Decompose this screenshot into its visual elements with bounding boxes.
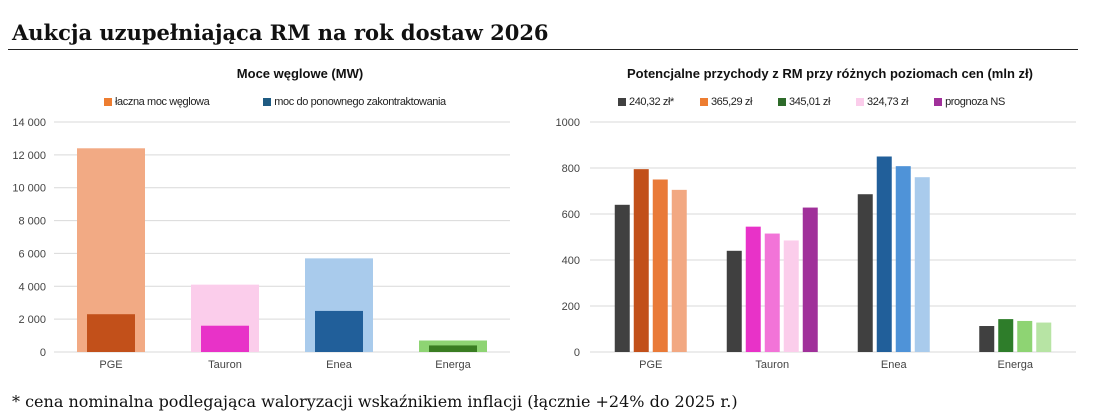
bar-Enea-2 [895, 166, 911, 352]
bar-PGE-3 [671, 189, 687, 352]
page-title: Aukcja uzupełniająca RM na rok dostaw 20… [12, 20, 549, 45]
y-tick-label: 0 [574, 347, 580, 359]
title-divider [8, 49, 1078, 50]
footnote: * cena nominalna podlegająca waloryzacji… [12, 392, 738, 411]
x-tick-label: PGE [99, 359, 122, 371]
legend-swatch [934, 98, 943, 107]
bar-Tauron-1 [745, 226, 761, 352]
chart1-legend: łaczna moc węglowa moc do ponownego zako… [104, 96, 446, 108]
chart2-legend: 240,32 zł* 365,29 zł 345,01 zł 324,73 zł pro… [618, 96, 1005, 108]
y-tick-label: 2 000 [18, 314, 46, 326]
y-tick-label: 800 [562, 163, 580, 175]
legend-label: moc do ponownego zakontraktowania [274, 96, 446, 108]
bar-Energa-3 [1036, 322, 1052, 352]
x-tick-label: Energa [998, 359, 1034, 371]
bar-recontract-Energa [429, 345, 477, 352]
legend-label: 324,73 zł [867, 96, 909, 108]
y-tick-label: 400 [562, 255, 580, 267]
y-tick-label: 6 000 [18, 248, 46, 260]
bar-Tauron-4 [802, 207, 818, 352]
bar-PGE-2 [652, 179, 668, 352]
legend-swatch [618, 98, 626, 107]
y-tick-label: 200 [562, 301, 580, 313]
y-tick-label: 10 000 [12, 183, 46, 195]
y-tick-label: 1000 [556, 117, 580, 129]
bar-Tauron-3 [783, 240, 799, 352]
chart1-title: Moce węglowe (MW) [236, 66, 364, 81]
legend-label: 240,32 zł* [629, 96, 674, 108]
legend-item: 345,01 zł [777, 96, 831, 108]
x-tick-label: Enea [326, 359, 353, 371]
bar-Enea-0 [857, 194, 873, 352]
legend-swatch [777, 98, 786, 107]
legend-item: łaczna moc węglowa [104, 96, 210, 108]
y-tick-label: 14 000 [12, 117, 46, 129]
legend-item: 365,29 zł [699, 96, 752, 108]
legend-label: 345,01 zł [788, 96, 831, 108]
y-tick-label: 12 000 [12, 150, 46, 162]
y-tick-label: 4 000 [18, 281, 46, 293]
legend-item: 240,32 zł* [618, 96, 674, 108]
legend-label: łaczna moc węglowa [115, 96, 210, 108]
bar-Enea-1 [876, 156, 892, 352]
legend-item: 324,73 zł [856, 96, 908, 108]
y-tick-label: 8 000 [18, 216, 46, 228]
bar-recontract-Enea [315, 310, 363, 352]
y-tick-label: 600 [562, 209, 580, 221]
bar-recontract-Tauron [201, 325, 249, 352]
bar-Energa-2 [1017, 320, 1033, 352]
legend-swatch [699, 98, 708, 107]
legend-swatch [856, 98, 865, 107]
x-tick-label: Tauron [755, 359, 789, 371]
bar-recontract-PGE [87, 314, 135, 352]
legend-item: moc do ponownego zakontraktowania [263, 96, 446, 108]
legend-label: 365,29 zł [710, 96, 752, 108]
x-tick-label: Tauron [208, 359, 242, 371]
y-tick-label: 0 [40, 347, 46, 359]
x-tick-label: Enea [881, 359, 908, 371]
bar-Energa-1 [998, 319, 1014, 352]
bar-PGE-0 [614, 204, 630, 352]
bar-Tauron-2 [764, 233, 780, 352]
legend-swatch [104, 98, 112, 107]
legend-swatch [263, 98, 272, 107]
legend-item: prognoza NS [934, 96, 1005, 108]
bar-Enea-3 [914, 177, 930, 352]
bar-Energa-0 [979, 326, 995, 352]
x-tick-label: Energa [435, 359, 471, 371]
x-tick-label: PGE [639, 359, 662, 371]
bar-Tauron-0 [726, 250, 742, 352]
bar-PGE-1 [633, 169, 649, 352]
chart2-title: Potencjalne przychody z RM przy różnych … [627, 66, 1033, 81]
legend-label: prognoza NS [945, 96, 1005, 108]
